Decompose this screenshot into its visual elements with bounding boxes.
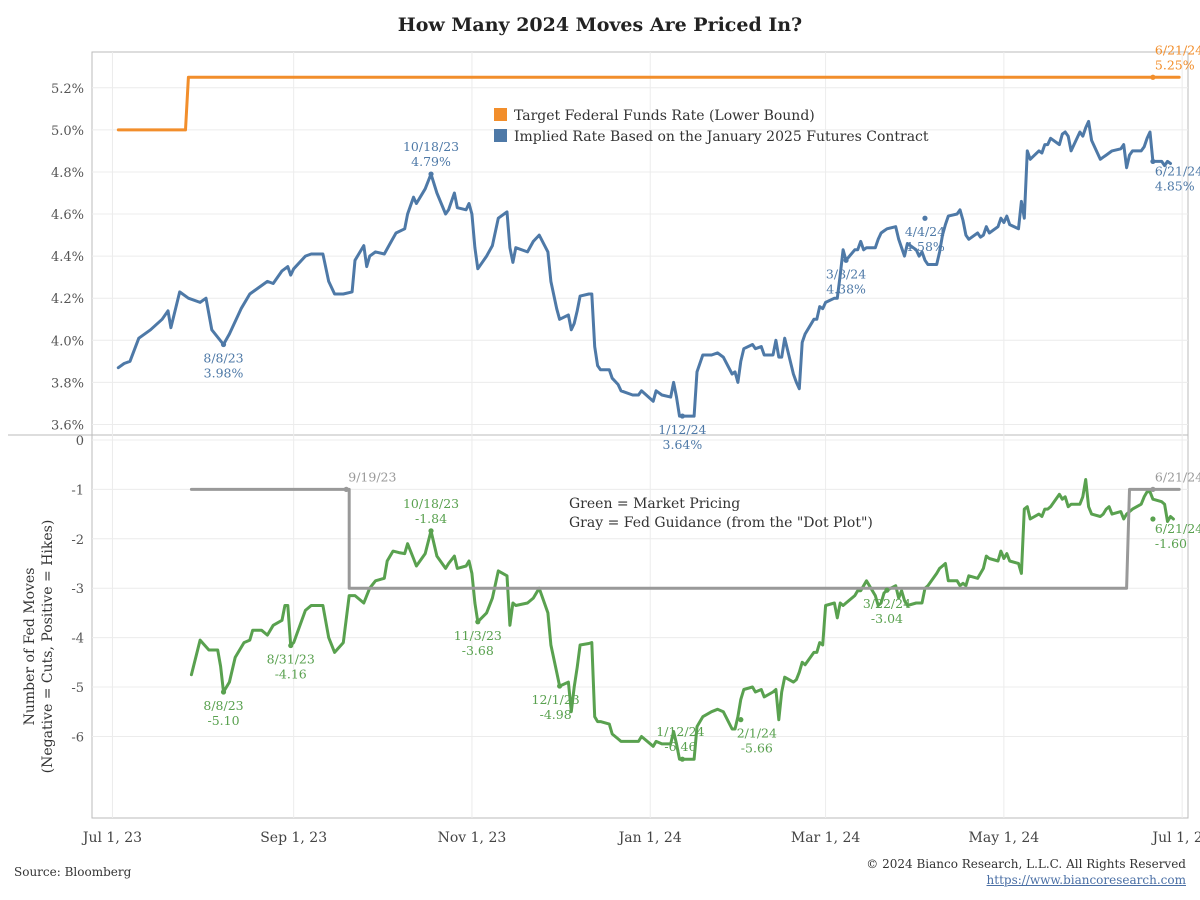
- y-tick-label: 4.2%: [51, 292, 84, 307]
- legend-swatch: [494, 108, 507, 121]
- series-layer: [116, 75, 1181, 761]
- annotation-marker: [220, 341, 227, 348]
- y-tick-label: -1: [71, 483, 84, 498]
- data-label: 4.79%: [411, 154, 451, 169]
- data-label: 12/1/23: [532, 692, 580, 707]
- annotation-layer: 8/8/233.98%10/18/234.79%1/12/243.64%3/8/…: [203, 42, 1200, 762]
- y-tick-label: 3.6%: [51, 418, 84, 433]
- y-axis-title: Number of Fed Moves: [22, 568, 38, 726]
- axis-layer: Jul 1, 23 Sep 1, 23 Nov 1, 23 Jan 1, 24 Mar …: [22, 82, 1200, 846]
- annotation-marker: [1150, 74, 1156, 80]
- annotation-marker: [1150, 486, 1156, 492]
- data-label: -4.16: [275, 667, 307, 682]
- data-label: 4.85%: [1155, 178, 1195, 193]
- data-label: 10/18/23: [403, 496, 459, 511]
- data-label: 8/31/23: [267, 652, 315, 667]
- data-label: -1.84: [415, 511, 447, 526]
- data-label: 11/3/23: [454, 628, 502, 643]
- data-label: 4.58%: [905, 239, 945, 254]
- y-axis-title: (Negative = Cuts, Positive = Hikes): [40, 520, 56, 774]
- x-tick-label: Nov 1, 23: [438, 830, 507, 846]
- annotation-marker: [738, 717, 744, 723]
- grid-layer: [92, 52, 1188, 818]
- legend-layer: Target Federal Funds Rate (Lower Bound) I…: [494, 108, 929, 531]
- series-line: [189, 478, 1175, 761]
- data-label: 3.64%: [663, 437, 703, 452]
- data-label: -3.68: [462, 643, 494, 658]
- legend-label: Target Federal Funds Rate (Lower Bound): [514, 108, 815, 124]
- data-label: 1/12/24: [658, 422, 706, 437]
- annotation-marker: [843, 257, 849, 263]
- y-tick-label: 4.6%: [51, 208, 84, 223]
- x-tick-label: Sep 1, 23: [260, 830, 327, 846]
- x-tick-label: Jul 1, 23: [81, 830, 142, 846]
- data-label: 9/19/23: [348, 469, 396, 484]
- annotation-marker: [557, 683, 563, 689]
- annotation-marker: [679, 756, 685, 762]
- annotation-marker: [428, 171, 434, 177]
- footer-source: Source: Bloomberg: [14, 865, 132, 879]
- data-label: 3/22/24: [863, 596, 911, 611]
- data-label: 4/4/24: [905, 224, 945, 239]
- y-tick-label: 4.4%: [51, 250, 84, 265]
- data-label: 6/21/24: [1155, 42, 1200, 57]
- x-tick-label: Jul 1, 24: [1151, 830, 1200, 846]
- data-label: 6/21/24: [1155, 163, 1200, 178]
- y-tick-label: 4.0%: [51, 334, 84, 349]
- annotation-marker: [922, 215, 928, 221]
- y-tick-label: -3: [71, 582, 84, 597]
- data-label: -4.98: [540, 707, 572, 722]
- annotation-marker: [1150, 158, 1156, 165]
- footer-url-link[interactable]: https://www.biancoresearch.com: [986, 873, 1186, 887]
- annotation-marker: [475, 619, 481, 625]
- annotation-marker: [220, 689, 227, 695]
- annotation-marker: [884, 587, 890, 593]
- data-label: 8/8/23: [203, 698, 243, 713]
- data-label: -6.46: [664, 739, 696, 754]
- y-tick-label: 3.8%: [51, 376, 84, 391]
- x-tick-label: Jan 1, 24: [617, 830, 682, 846]
- annotation-marker: [343, 486, 349, 492]
- data-label: -1.60: [1155, 536, 1187, 551]
- data-label: 4.38%: [826, 281, 866, 296]
- y-tick-label: 4.8%: [51, 166, 84, 181]
- chart-title: How Many 2024 Moves Are Priced In?: [397, 14, 803, 36]
- y-tick-label: 5.2%: [51, 82, 84, 97]
- annotation-marker: [679, 413, 685, 419]
- data-label: 1/12/24: [656, 724, 704, 739]
- y-tick-label: -5: [71, 681, 84, 696]
- data-label: 2/1/24: [737, 726, 777, 741]
- x-tick-label: Mar 1, 24: [791, 830, 861, 846]
- data-label: 6/21/24: [1155, 469, 1200, 484]
- data-label: 3.98%: [204, 366, 244, 381]
- footer-copyright: © 2024 Bianco Research, L.L.C. All Right…: [866, 857, 1186, 871]
- legend-swatch: [494, 129, 507, 142]
- data-label: 6/21/24: [1155, 521, 1200, 536]
- data-label: 10/18/23: [403, 139, 459, 154]
- y-tick-label: 5.0%: [51, 124, 84, 139]
- series-line: [116, 75, 1181, 132]
- annotation-marker: [428, 528, 434, 534]
- legend-text: Green = Market Pricing: [569, 496, 740, 512]
- legend-label: Implied Rate Based on the January 2025 F…: [514, 129, 929, 145]
- annotation-marker: [288, 642, 294, 649]
- y-tick-label: -4: [71, 632, 84, 647]
- y-tick-label: 0: [76, 434, 84, 449]
- data-label: 8/8/23: [203, 351, 243, 366]
- data-label: 5.25%: [1155, 57, 1195, 72]
- annotation-marker: [1150, 516, 1156, 522]
- data-label: -3.04: [871, 611, 903, 626]
- data-label: -5.66: [741, 741, 773, 756]
- series-line: [189, 487, 1181, 590]
- x-tick-label: May 1, 24: [969, 830, 1040, 846]
- frame-layer: [8, 51, 1189, 819]
- y-tick-label: -6: [71, 730, 84, 745]
- y-tick-label: -2: [71, 533, 84, 548]
- data-label: -5.10: [207, 713, 239, 728]
- data-label: 3/8/24: [826, 266, 866, 281]
- series-line: [116, 119, 1172, 418]
- legend-text: Gray = Fed Guidance (from the "Dot Plot"…: [569, 515, 873, 531]
